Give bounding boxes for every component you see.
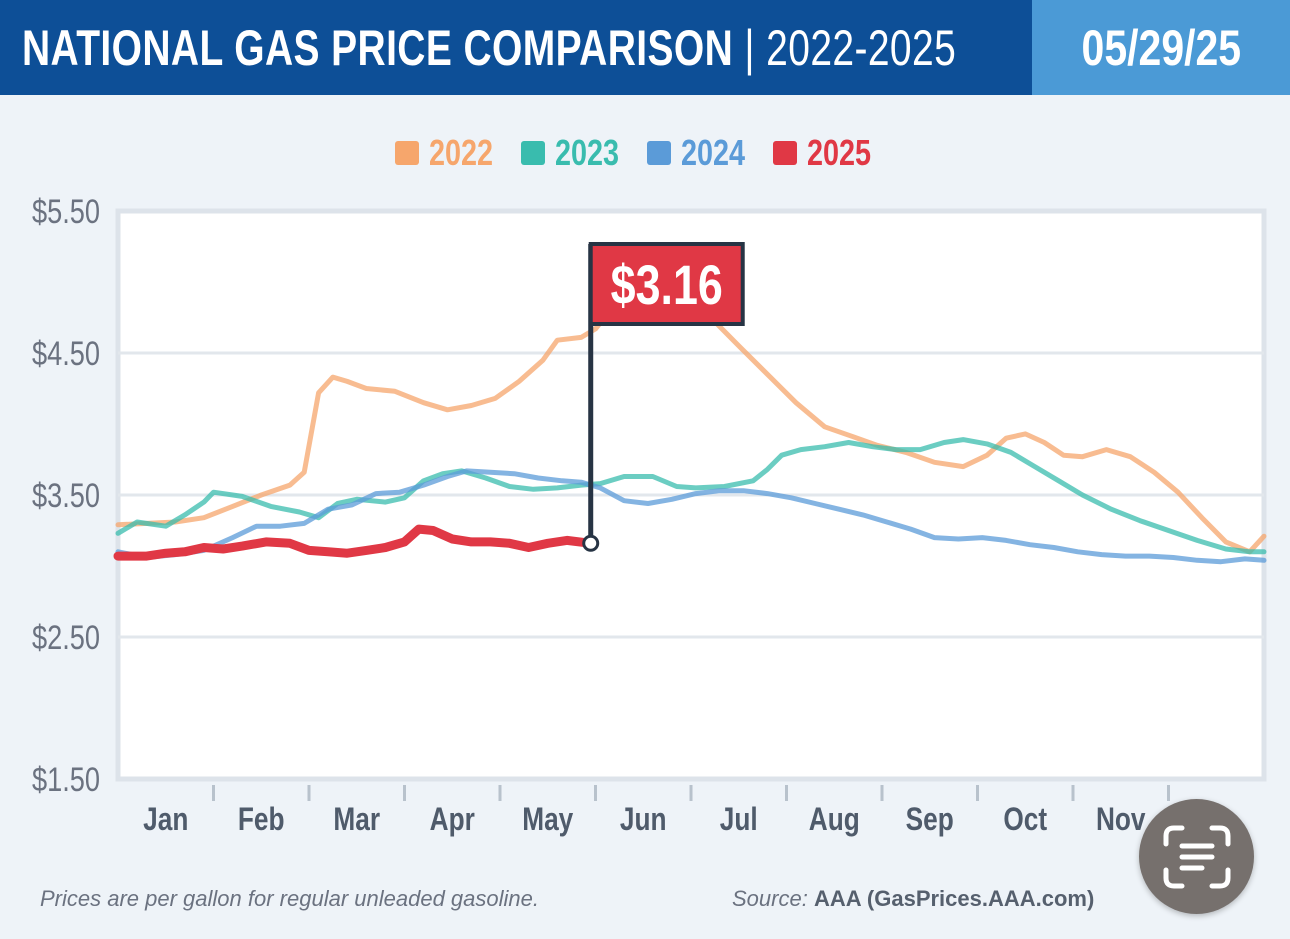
- x-tick-label: Sep: [906, 803, 954, 838]
- source-credit: Source: AAA (GasPrices.AAA.com): [732, 886, 1094, 912]
- date-box: 05/29/25: [1032, 0, 1290, 95]
- legend-swatch-2025: [773, 141, 798, 165]
- x-tick-label: Apr: [430, 803, 475, 838]
- y-tick-label: $3.50: [32, 476, 100, 515]
- y-tick-label: $1.50: [32, 760, 100, 799]
- source-prefix: Source:: [732, 886, 808, 911]
- header-title-bar: NATIONAL GAS PRICE COMPARISON | 2022-202…: [0, 0, 1032, 95]
- callout-point: [582, 534, 600, 552]
- callout-flag: [588, 242, 745, 326]
- y-tick-label: $5.50: [32, 192, 100, 231]
- legend-label-2022: 2022: [428, 132, 493, 173]
- x-tick-label: Nov: [1096, 803, 1146, 838]
- y-tick-label: $4.50: [32, 334, 100, 373]
- x-tick-label: Mar: [333, 803, 380, 838]
- source-name: AAA (GasPrices.AAA.com): [813, 886, 1095, 911]
- x-tick-label: Oct: [1003, 803, 1047, 838]
- x-tick-label: Feb: [238, 803, 285, 838]
- legend-swatch-2023: [520, 141, 545, 165]
- legend-label-2023: 2023: [554, 132, 619, 173]
- footnote: Prices are per gallon for regular unlead…: [40, 886, 539, 911]
- legend-label-2025: 2025: [807, 132, 872, 173]
- x-tick-label: Jun: [620, 803, 667, 838]
- x-tick-label: Aug: [809, 803, 860, 838]
- text-scan-button[interactable]: [1139, 799, 1254, 914]
- title-main: NATIONAL GAS PRICE COMPARISON: [22, 19, 734, 76]
- text-scan-icon: [1163, 825, 1230, 888]
- legend-item-2023: 2023: [520, 132, 619, 174]
- chart-legend: 2022 2023 2024 2025: [0, 132, 1266, 174]
- title-separator: |: [733, 19, 767, 76]
- legend-swatch-2022: [394, 141, 419, 165]
- title-years: 2022-2025: [766, 19, 957, 76]
- report-date: 05/29/25: [1081, 19, 1241, 76]
- series-line-2024: [115, 468, 1267, 565]
- chart-title: NATIONAL GAS PRICE COMPARISON | 2022-202…: [22, 19, 956, 77]
- legend-item-2024: 2024: [647, 132, 745, 174]
- callout-value: $3.16: [611, 253, 723, 316]
- x-tick-label: Jul: [720, 803, 758, 838]
- legend-swatch-2024: [647, 141, 671, 165]
- series-line-2025: [113, 524, 596, 561]
- x-tick-label: May: [522, 803, 574, 838]
- legend-item-2022: 2022: [394, 132, 493, 174]
- header-bar: NATIONAL GAS PRICE COMPARISON | 2022-202…: [0, 0, 1290, 95]
- legend-label-2024: 2024: [681, 132, 746, 173]
- x-tick-label: Jan: [143, 803, 188, 838]
- legend-item-2025: 2025: [773, 132, 871, 174]
- price-chart: $5.50 $4.50 $3.50 $2.50 $1.50 Jan Feb Mar Apr May…: [32, 192, 1267, 838]
- series-line-2023: [115, 437, 1267, 555]
- y-tick-label: $2.50: [32, 618, 100, 657]
